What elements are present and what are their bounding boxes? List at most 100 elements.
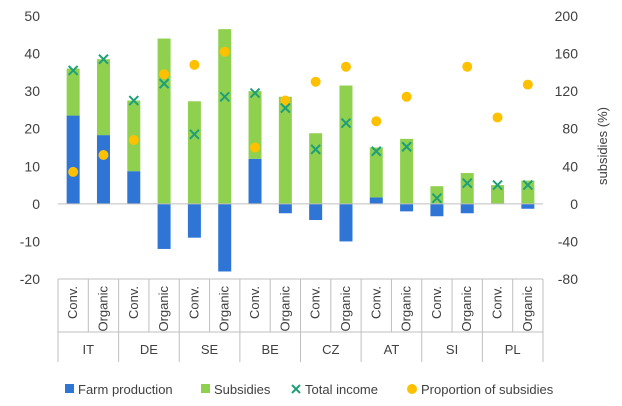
bar-farm-production xyxy=(157,203,171,249)
category-label: Organic xyxy=(338,286,353,332)
marker-total-income xyxy=(310,144,321,155)
category-label: Conv. xyxy=(186,286,201,319)
category-label: Organic xyxy=(520,286,535,332)
bar-subsidies xyxy=(491,185,505,204)
category-label: Conv. xyxy=(308,286,323,319)
group-label: IT xyxy=(83,342,95,357)
left-tick-label: 40 xyxy=(24,46,40,62)
marker-proportion-of-subsidies xyxy=(219,46,230,57)
legend-swatch xyxy=(65,384,74,393)
bar-farm-production xyxy=(400,203,414,212)
marker-proportion-of-subsidies xyxy=(492,112,503,123)
bar-subsidies xyxy=(157,38,171,204)
bar-subsidies xyxy=(460,173,474,204)
marker-total-income xyxy=(158,78,170,89)
group-label: AT xyxy=(384,342,400,357)
marker-proportion-of-subsidies xyxy=(159,69,170,80)
category-label: Conv. xyxy=(247,286,262,319)
bar-farm-production xyxy=(430,203,444,217)
bar-farm-production xyxy=(187,203,201,238)
bar-farm-production xyxy=(127,171,141,204)
marker-proportion-of-subsidies xyxy=(310,76,321,87)
bar-farm-production xyxy=(278,203,292,214)
marker-total-income xyxy=(431,193,443,204)
group-label: PL xyxy=(505,342,521,357)
left-tick-label: 50 xyxy=(24,8,40,24)
bar-subsidies xyxy=(369,147,383,198)
bar-farm-production xyxy=(96,135,110,204)
bar-farm-production xyxy=(521,203,535,209)
marker-total-income xyxy=(340,117,352,129)
right-tick-label: 0 xyxy=(570,196,578,212)
bar-subsidies xyxy=(521,180,535,204)
legend-label: Subsidies xyxy=(214,382,271,397)
marker-proportion-of-subsidies xyxy=(462,61,473,72)
marker-total-income xyxy=(401,141,412,152)
marker-total-income xyxy=(189,129,200,140)
bar-subsidies xyxy=(96,59,110,136)
marker-proportion-of-subsidies xyxy=(250,142,261,153)
bar-farm-production xyxy=(66,115,80,204)
legend-swatch xyxy=(407,384,417,394)
bar-subsidies xyxy=(339,85,353,204)
category-label: Organic xyxy=(277,286,292,332)
group-label: CZ xyxy=(322,342,339,357)
marker-proportion-of-subsidies xyxy=(189,59,200,70)
bar-subsidies xyxy=(430,186,444,204)
left-tick-label: 10 xyxy=(24,158,40,174)
left-tick-label: 20 xyxy=(24,121,40,137)
category-label: Organic xyxy=(459,286,474,332)
right-tick-label: -80 xyxy=(558,271,578,287)
group-label: SI xyxy=(446,342,458,357)
legend-swatch xyxy=(291,384,301,394)
legend-label: Total income xyxy=(305,382,378,397)
marker-total-income xyxy=(249,87,261,99)
bar-subsidies xyxy=(218,29,232,204)
category-label: Conv. xyxy=(65,286,80,319)
marker-total-income xyxy=(128,95,139,106)
marker-total-income xyxy=(219,91,230,102)
category-label: Conv. xyxy=(429,286,444,319)
marker-total-income xyxy=(492,179,503,191)
right-tick-label: 200 xyxy=(555,8,579,24)
category-label: Organic xyxy=(399,286,414,332)
bar-subsidies xyxy=(309,133,323,204)
bar-subsidies xyxy=(66,68,80,116)
group-label: SE xyxy=(201,342,219,357)
marker-proportion-of-subsidies xyxy=(280,95,291,106)
marker-total-income xyxy=(462,177,473,189)
bar-farm-production xyxy=(460,203,474,214)
bar-subsidies xyxy=(187,101,201,204)
category-label: Organic xyxy=(156,286,171,332)
left-tick-label: 0 xyxy=(32,196,40,212)
marker-proportion-of-subsidies xyxy=(98,150,109,161)
right-tick-label: 120 xyxy=(555,83,579,99)
marker-proportion-of-subsidies xyxy=(128,134,139,145)
legend-label: Farm production xyxy=(78,382,173,397)
group-label: BE xyxy=(262,342,280,357)
marker-proportion-of-subsidies xyxy=(522,79,533,90)
legend-label: Proportion of subsidies xyxy=(421,382,554,397)
right-tick-label: -40 xyxy=(558,233,578,249)
right-tick-label: 160 xyxy=(555,46,579,62)
left-tick-label: -20 xyxy=(20,271,40,287)
category-label: Organic xyxy=(217,286,232,332)
marker-proportion-of-subsidies xyxy=(401,91,412,102)
bar-subsidies xyxy=(400,138,414,204)
bar-farm-production xyxy=(369,197,383,204)
bar-subsidies xyxy=(278,96,292,204)
legend-swatch xyxy=(201,384,210,393)
marker-total-income xyxy=(67,65,79,76)
category-label: Conv. xyxy=(490,286,505,319)
group-label: DE xyxy=(140,342,158,357)
bar-farm-production xyxy=(248,158,262,204)
right-tick-label: 80 xyxy=(562,121,578,137)
bar-farm-production xyxy=(339,203,353,242)
right-tick-label: 40 xyxy=(562,158,578,174)
left-tick-label: -10 xyxy=(20,233,40,249)
category-label: Organic xyxy=(95,286,110,332)
right-axis-title: subsidies (%) xyxy=(595,107,610,185)
marker-proportion-of-subsidies xyxy=(340,61,351,72)
